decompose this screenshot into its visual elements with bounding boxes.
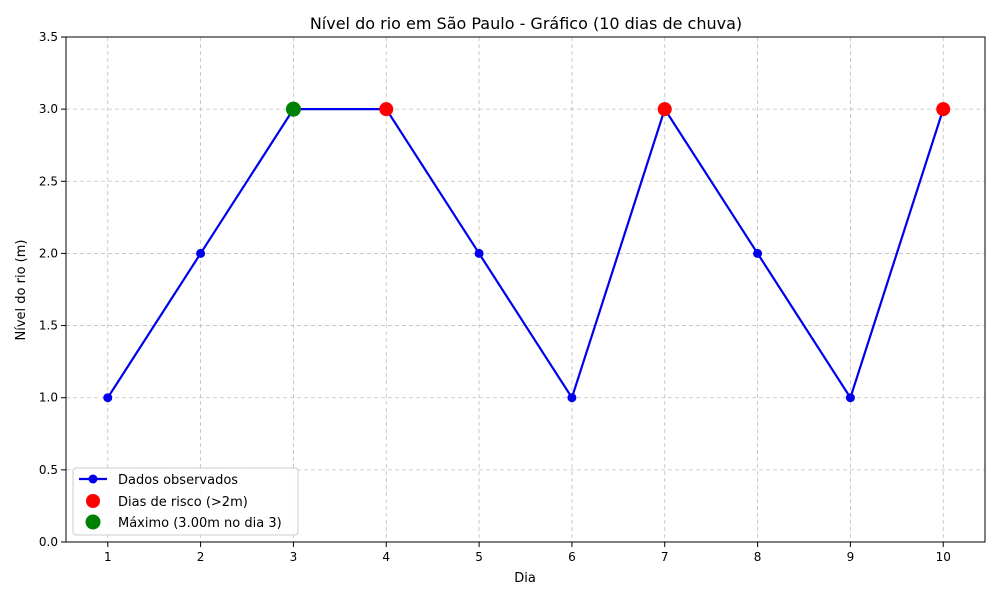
y-tick-label: 0.0 [39, 535, 58, 549]
tick-layer: 1 2 3 4 5 6 7 8 9 10 0.0 0.5 1.0 1.5 2.0 2.5 3.0 3.5 [39, 30, 951, 564]
observed-point [196, 248, 206, 258]
y-tick-label: 2.5 [39, 174, 58, 188]
observed-point [845, 393, 855, 403]
series-line-observed [106, 108, 945, 399]
observed-point [474, 248, 484, 258]
x-tick-label: 8 [754, 550, 762, 564]
legend-box [72, 467, 299, 536]
observed-point [567, 393, 577, 403]
legend-red-marker [86, 494, 100, 508]
x-tick-label: 6 [568, 550, 576, 564]
legend-label-observed: Dados observados [118, 473, 238, 488]
legend-green-marker [85, 514, 101, 530]
x-tick-label: 10 [936, 550, 951, 564]
observed-point [753, 248, 763, 258]
plot-frame [65, 36, 986, 543]
x-tick-label: 2 [197, 550, 205, 564]
y-tick-label: 3.0 [39, 102, 58, 116]
legend-label-risk: Dias de risco (>2m) [118, 495, 248, 510]
data-layer [103, 101, 951, 403]
x-tick-label: 5 [475, 550, 483, 564]
x-axis-title: Dia [514, 571, 536, 586]
x-tick-label: 1 [104, 550, 112, 564]
grid-layer [66, 36, 985, 543]
legend-line-marker [88, 474, 98, 484]
x-tick-label: 4 [382, 550, 390, 564]
y-axis-title: Nível do rio (m) [14, 240, 29, 341]
risk-point [657, 102, 672, 117]
y-tick-label: 2.0 [39, 246, 58, 260]
legend: Dados observados Dias de risco (>2m) Máx… [72, 467, 299, 536]
x-tick-label: 9 [847, 550, 855, 564]
y-tick-label: 1.5 [39, 319, 58, 333]
max-point [285, 101, 301, 117]
x-tick-label: 7 [661, 550, 669, 564]
risk-point [936, 102, 951, 117]
x-tick-label: 3 [290, 550, 298, 564]
risk-point [379, 102, 394, 117]
y-tick-label: 1.0 [39, 391, 58, 405]
y-tick-label: 0.5 [39, 463, 58, 477]
observed-point [103, 393, 113, 403]
legend-label-max: Máximo (3.00m no dia 3) [118, 516, 282, 531]
chart-title: Nível do rio em São Paulo - Gráfico (10 … [310, 14, 742, 33]
y-tick-label: 3.5 [39, 30, 58, 44]
